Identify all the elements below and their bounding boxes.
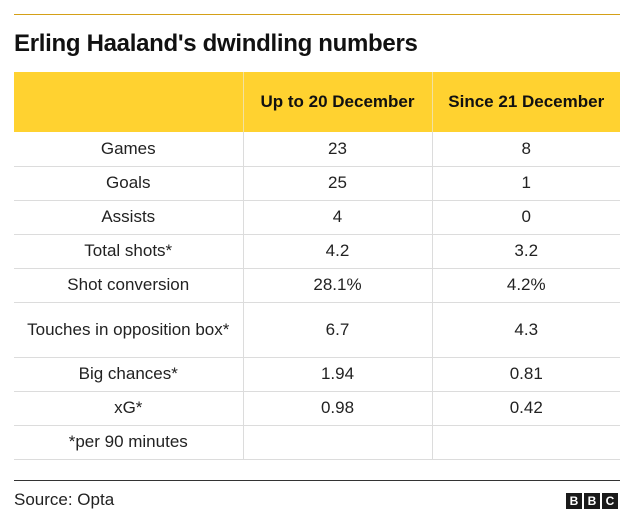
table-row: Games 23 8 — [14, 132, 620, 167]
bbc-logo: B B C — [566, 493, 618, 509]
value-cell: 4.3 — [432, 302, 620, 358]
empty-cell — [243, 425, 433, 460]
stats-table: Up to 20 December Since 21 December Game… — [14, 72, 620, 460]
empty-cell — [432, 425, 620, 460]
table-row: Shot conversion 28.1% 4.2% — [14, 268, 620, 303]
header-cell-up-to-20-december: Up to 20 December — [243, 72, 433, 132]
header-cell-blank — [14, 72, 244, 132]
row-label: Touches in opposition box* — [14, 302, 244, 358]
value-cell: 0.42 — [432, 391, 620, 426]
value-cell: 25 — [243, 166, 433, 201]
table-row: Big chances* 1.94 0.81 — [14, 357, 620, 392]
table-row: xG* 0.98 0.42 — [14, 391, 620, 426]
value-cell: 0.81 — [432, 357, 620, 392]
row-label: Assists — [14, 200, 244, 235]
row-label: Games — [14, 132, 244, 167]
value-cell: 4.2 — [243, 234, 433, 269]
header-row: Up to 20 December Since 21 December — [14, 72, 620, 132]
value-cell: 28.1% — [243, 268, 433, 303]
footnote: *per 90 minutes — [14, 425, 244, 460]
value-cell: 0.98 — [243, 391, 433, 426]
row-label: Goals — [14, 166, 244, 201]
row-label: Big chances* — [14, 357, 244, 392]
row-label: xG* — [14, 391, 244, 426]
bbc-logo-block: C — [602, 493, 618, 509]
value-cell: 4.2% — [432, 268, 620, 303]
row-label: Total shots* — [14, 234, 244, 269]
source-note: Source: Opta — [14, 490, 115, 509]
chart-title: Erling Haaland's dwindling numbers — [14, 30, 418, 57]
table-row: Goals 25 1 — [14, 166, 620, 201]
value-cell: 1.94 — [243, 357, 433, 392]
top-rule — [14, 14, 620, 15]
row-label: Shot conversion — [14, 268, 244, 303]
value-cell: 6.7 — [243, 302, 433, 358]
footnote-row: *per 90 minutes — [14, 425, 620, 460]
table-row: Total shots* 4.2 3.2 — [14, 234, 620, 269]
value-cell: 0 — [432, 200, 620, 235]
header-cell-since-21-december: Since 21 December — [432, 72, 620, 132]
table-row: Assists 4 0 — [14, 200, 620, 235]
bbc-logo-block: B — [566, 493, 582, 509]
table-row: Touches in opposition box* 6.7 4.3 — [14, 302, 620, 358]
value-cell: 23 — [243, 132, 433, 167]
value-cell: 3.2 — [432, 234, 620, 269]
bbc-logo-block: B — [584, 493, 600, 509]
bottom-rule — [14, 480, 620, 481]
value-cell: 1 — [432, 166, 620, 201]
value-cell: 4 — [243, 200, 433, 235]
value-cell: 8 — [432, 132, 620, 167]
